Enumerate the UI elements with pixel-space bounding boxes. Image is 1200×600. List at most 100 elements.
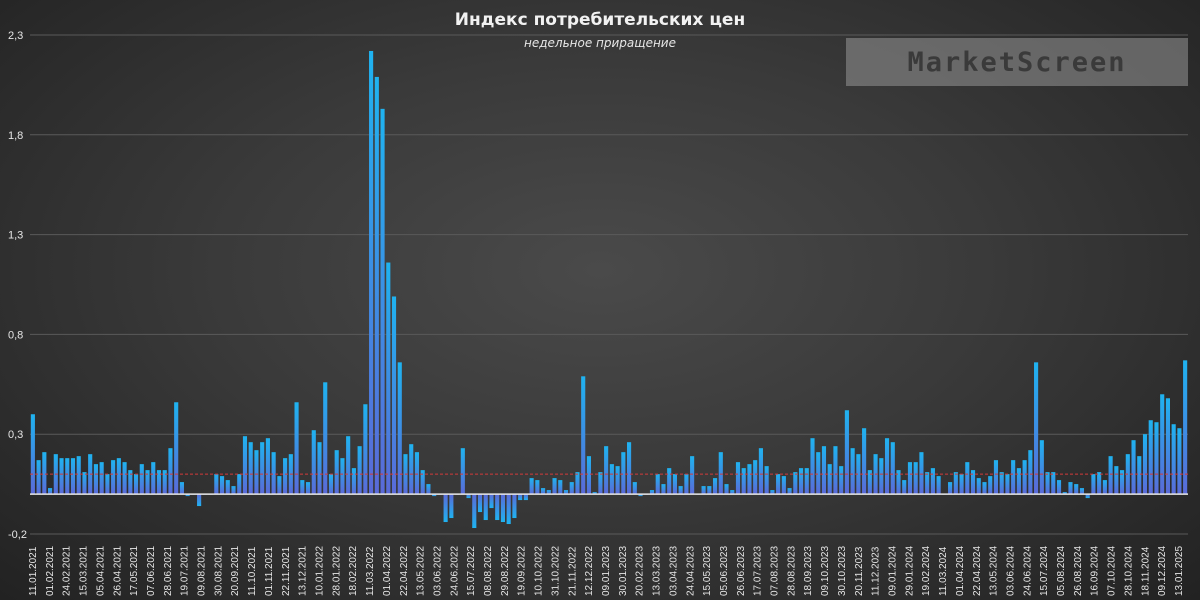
bar xyxy=(604,446,609,495)
bar xyxy=(357,446,362,495)
x-tick-label: 19.09.2022 xyxy=(517,546,528,596)
bar xyxy=(821,446,827,495)
x-tick-label: 11.12.2023 xyxy=(871,546,882,596)
x-tick-label: 13.05.2022 xyxy=(416,546,427,596)
bar xyxy=(850,448,855,495)
bar xyxy=(386,262,391,495)
bar xyxy=(896,470,901,495)
bar xyxy=(844,410,849,495)
x-tick-label: 24.06.2024 xyxy=(1022,546,1033,596)
x-tick-label: 16.09.2024 xyxy=(1090,546,1101,596)
x-tick-label: 07.10.2024 xyxy=(1107,546,1118,596)
bar xyxy=(380,108,385,495)
bar xyxy=(1056,480,1062,495)
x-tick-label: 01.11.2021 xyxy=(264,546,275,596)
bar xyxy=(902,480,907,495)
bar xyxy=(976,478,981,495)
bar xyxy=(1102,480,1107,495)
bar xyxy=(139,464,144,495)
bar xyxy=(1131,440,1136,495)
bar xyxy=(477,494,483,513)
bar xyxy=(42,452,47,495)
x-tick-label: 26.06.2023 xyxy=(736,546,747,596)
bar xyxy=(827,464,832,495)
bar xyxy=(1051,472,1056,495)
x-tick-label: 17.07.2023 xyxy=(753,546,764,596)
bar xyxy=(1148,420,1153,495)
bar xyxy=(1097,472,1102,495)
x-tick-label: 09.10.2023 xyxy=(820,546,831,596)
bar xyxy=(265,438,270,495)
x-tick-label: 09.08.2021 xyxy=(197,546,208,596)
bar xyxy=(684,474,689,495)
y-axis-ticks: 2,3 1,8 1,3 0,8 0,3 -0,2 xyxy=(8,30,27,541)
x-tick-label: 07.08.2023 xyxy=(770,546,781,596)
x-tick-label: 07.06.2021 xyxy=(146,546,157,596)
bar xyxy=(804,468,809,495)
bar xyxy=(443,494,448,523)
bar xyxy=(672,474,677,495)
bar xyxy=(133,474,139,495)
x-tick-label: 29.08.2022 xyxy=(500,546,511,596)
bar xyxy=(1108,456,1113,495)
bar xyxy=(260,442,265,495)
bar xyxy=(1028,450,1033,495)
bar xyxy=(185,494,190,497)
x-tick-label: 12.12.2022 xyxy=(584,546,595,596)
bar xyxy=(1068,482,1073,495)
chart-title: Индекс потребительских цен xyxy=(454,10,746,30)
bar xyxy=(1183,360,1188,495)
bar xyxy=(231,486,236,495)
bar xyxy=(197,494,202,507)
bar xyxy=(661,484,666,495)
bar xyxy=(609,464,614,495)
y-tick-label: 2,3 xyxy=(8,30,23,42)
bar xyxy=(340,458,345,495)
bar xyxy=(70,458,76,495)
bar xyxy=(242,436,248,495)
bar xyxy=(913,462,918,495)
bar xyxy=(506,494,511,525)
bar xyxy=(179,482,184,495)
bar xyxy=(317,442,322,495)
bar xyxy=(397,362,402,495)
bar xyxy=(770,490,775,495)
bar xyxy=(219,476,225,495)
x-tick-label: 28.08.2023 xyxy=(786,546,797,596)
bar xyxy=(225,480,230,495)
bar xyxy=(764,466,769,495)
bar xyxy=(391,296,397,495)
bar xyxy=(1034,362,1039,495)
x-tick-label: 31.10.2022 xyxy=(550,546,561,596)
bar xyxy=(426,484,431,495)
y-tick-label: 1,8 xyxy=(8,130,23,142)
bar xyxy=(753,460,758,495)
x-tick-label: 05.06.2023 xyxy=(719,546,730,596)
x-tick-label: 18.09.2023 xyxy=(803,546,814,596)
x-axis-ticks: 11.01.2021 01.02.2021 24.02.2021 15.03.2021… xyxy=(28,546,1185,596)
bar xyxy=(730,490,735,495)
x-tick-label: 20.02.2023 xyxy=(635,546,646,596)
bar xyxy=(1011,460,1016,495)
bar xyxy=(1005,474,1010,495)
bar xyxy=(523,494,528,501)
bar xyxy=(925,472,930,495)
bar xyxy=(414,452,420,495)
y-tick-label: 0,8 xyxy=(8,329,23,341)
x-tick-label: 03.06.2024 xyxy=(1005,546,1016,596)
bar xyxy=(460,448,465,495)
bar xyxy=(592,492,597,495)
x-tick-label: 29.01.2024 xyxy=(904,546,915,596)
bar xyxy=(300,480,305,495)
bar xyxy=(1062,492,1067,495)
bar xyxy=(890,442,895,495)
bar xyxy=(999,472,1004,495)
y-tick-label: 0,3 xyxy=(8,429,23,441)
bar xyxy=(283,458,288,495)
bar xyxy=(884,438,890,495)
bar xyxy=(655,474,660,495)
x-tick-label: 15.05.2023 xyxy=(702,546,713,596)
x-tick-label: 09.12.2024 xyxy=(1157,546,1168,596)
bar xyxy=(615,466,620,495)
